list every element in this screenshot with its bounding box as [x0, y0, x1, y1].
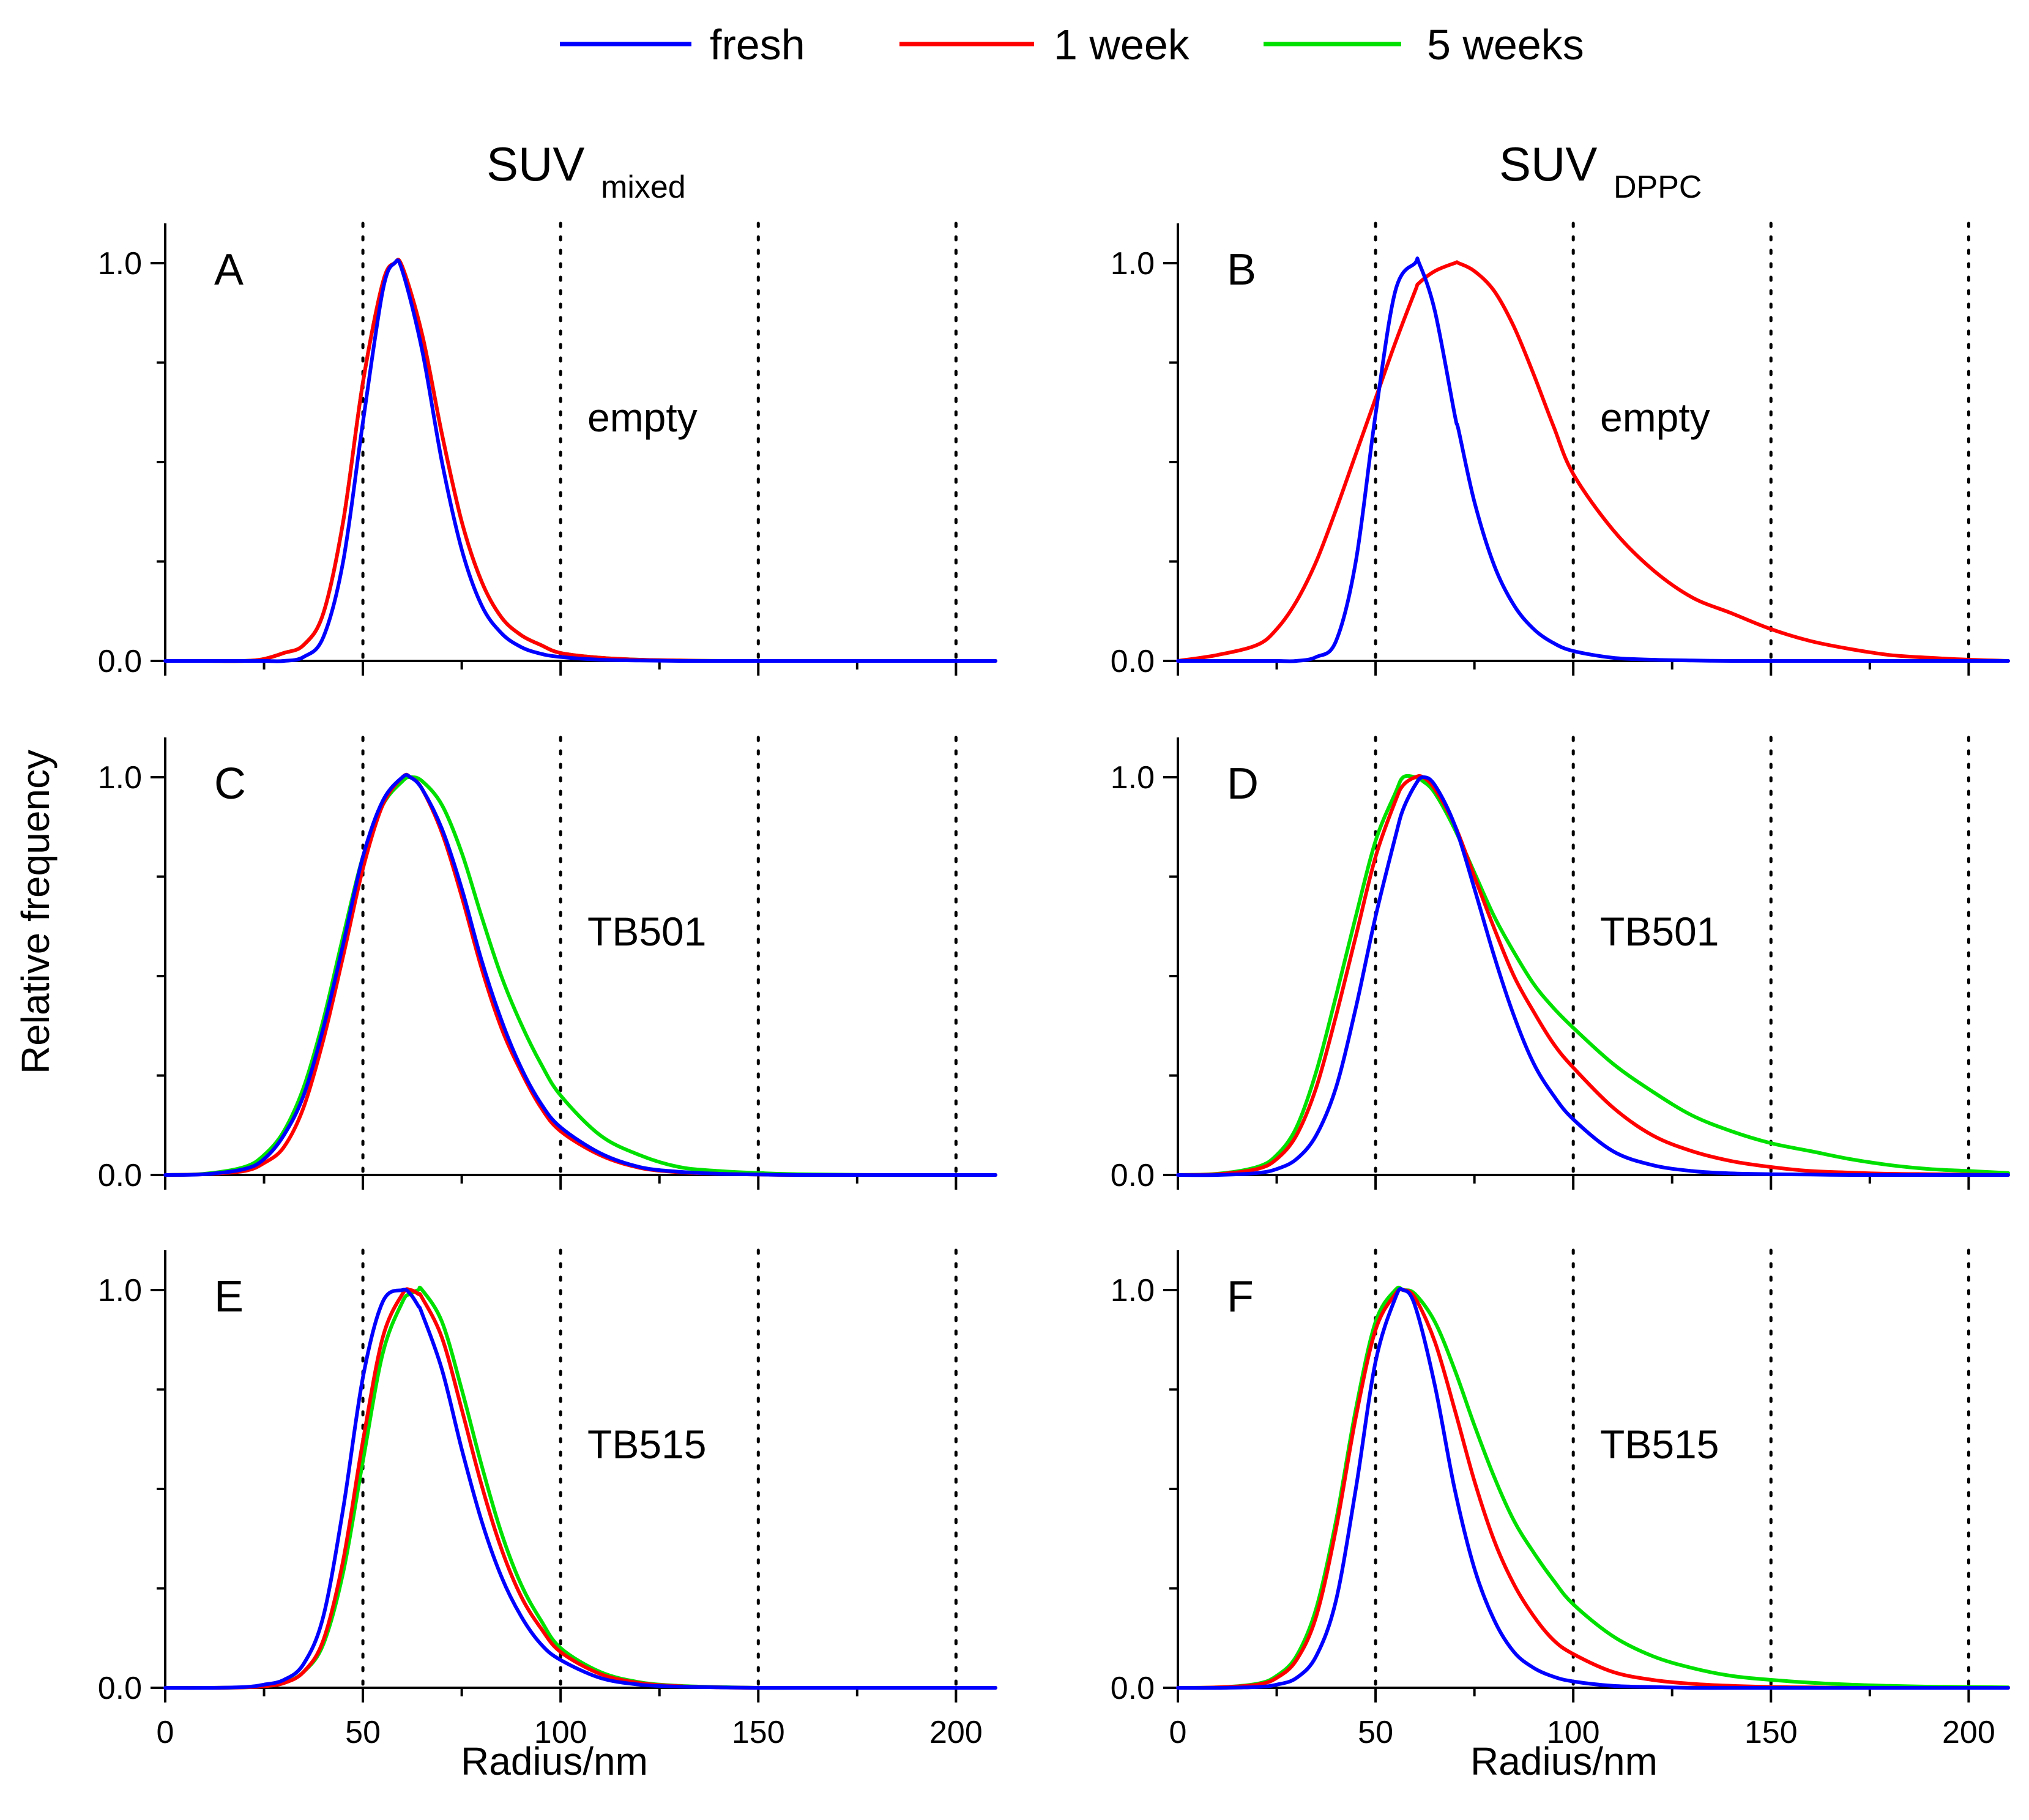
- series-line-5-weeks: [163, 258, 997, 663]
- series-line-fresh: [1176, 1287, 2010, 1690]
- column-title-left-subscript: mixed: [601, 170, 686, 205]
- legend-5-weeks-label: 5 weeks: [1427, 21, 1584, 69]
- y-tick-label: 0.0: [98, 1671, 142, 1706]
- series-line-1-week: [163, 258, 997, 663]
- y-tick-label: 0.0: [98, 1158, 142, 1193]
- panel-letter-d: D: [1227, 759, 1259, 808]
- x-axis-title-right: Radius/nm: [1470, 1739, 1658, 1783]
- x-tick-label: 50: [1358, 1715, 1393, 1750]
- series-line-1-week: [163, 1287, 997, 1690]
- y-axis-title: Relative frequency: [13, 750, 58, 1074]
- panel-letter-e: E: [214, 1272, 244, 1321]
- column-title-right: SUV DPPC: [1499, 137, 1702, 205]
- x-tick-label: 0: [1169, 1715, 1187, 1750]
- series-line-fresh: [1176, 775, 2010, 1177]
- series-line-fresh: [163, 773, 997, 1177]
- panel-label-e: TB515: [587, 1422, 706, 1467]
- x-tick-label: 150: [732, 1715, 785, 1750]
- x-tick-label: 100: [534, 1715, 587, 1750]
- column-title-right-main: SUV: [1499, 137, 1597, 191]
- y-tick-label: 1.0: [1111, 1273, 1155, 1308]
- y-tick-label: 0.0: [98, 644, 142, 679]
- series-line-fresh: [163, 258, 997, 663]
- y-tick-label: 1.0: [1111, 760, 1155, 796]
- x-tick-label: 200: [1942, 1715, 1995, 1750]
- series-line-5-weeks: [1176, 774, 2010, 1177]
- series-line-1-week: [1176, 774, 2010, 1177]
- y-tick-label: 0.0: [1111, 1158, 1155, 1193]
- y-tick-label: 1.0: [98, 1273, 142, 1308]
- panel-label-a: empty: [587, 395, 698, 440]
- y-tick-label: 1.0: [98, 246, 142, 282]
- x-tick-label: 100: [1547, 1715, 1600, 1750]
- panel-letter-f: F: [1227, 1272, 1254, 1321]
- panel-letter-b: B: [1227, 245, 1256, 294]
- panel-label-b: empty: [1600, 395, 1710, 440]
- series-line-1-week: [1176, 1287, 2010, 1690]
- y-tick-label: 0.0: [1111, 644, 1155, 679]
- series-line-5-weeks: [163, 1285, 997, 1690]
- panel-letter-a: A: [214, 245, 244, 294]
- panel-c: 0.0 1.0 C TB501: [98, 736, 997, 1193]
- series-line-1-week: [1176, 260, 2010, 663]
- x-tick-label: 50: [345, 1715, 381, 1750]
- y-tick-label: 1.0: [98, 760, 142, 796]
- column-title-left-main: SUV: [486, 137, 584, 191]
- legend: fresh 1 week 5 weeks: [560, 21, 1584, 69]
- y-tick-label: 1.0: [1111, 246, 1155, 282]
- legend-1-week-label: 1 week: [1054, 21, 1190, 69]
- panel-f: 0.0 1.0 0 50 100 150 200 F TB515: [1111, 1248, 2010, 1750]
- panel-e: 0.0 1.0 0 50 100 150 200 E TB515: [98, 1248, 997, 1750]
- column-title-right-subscript: DPPC: [1614, 170, 1702, 205]
- series-line-5-weeks: [1176, 1285, 2010, 1690]
- y-tick-label: 0.0: [1111, 1671, 1155, 1706]
- panel-label-c: TB501: [587, 909, 706, 954]
- series-line-5-weeks: [163, 775, 997, 1177]
- x-axis-title-left: Radius/nm: [461, 1739, 648, 1783]
- panel-label-d: TB501: [1600, 909, 1719, 954]
- legend-fresh-label: fresh: [710, 21, 805, 69]
- panel-label-f: TB515: [1600, 1422, 1719, 1467]
- column-title-left: SUV mixed: [486, 137, 686, 205]
- x-tick-label: 0: [157, 1715, 174, 1750]
- x-tick-label: 150: [1744, 1715, 1798, 1750]
- series-line-fresh: [163, 1288, 997, 1690]
- panel-letter-c: C: [214, 759, 246, 808]
- x-tick-label: 200: [929, 1715, 983, 1750]
- panel-d: 0.0 1.0 D TB501: [1111, 736, 2010, 1193]
- series-line-fresh: [1176, 256, 2010, 663]
